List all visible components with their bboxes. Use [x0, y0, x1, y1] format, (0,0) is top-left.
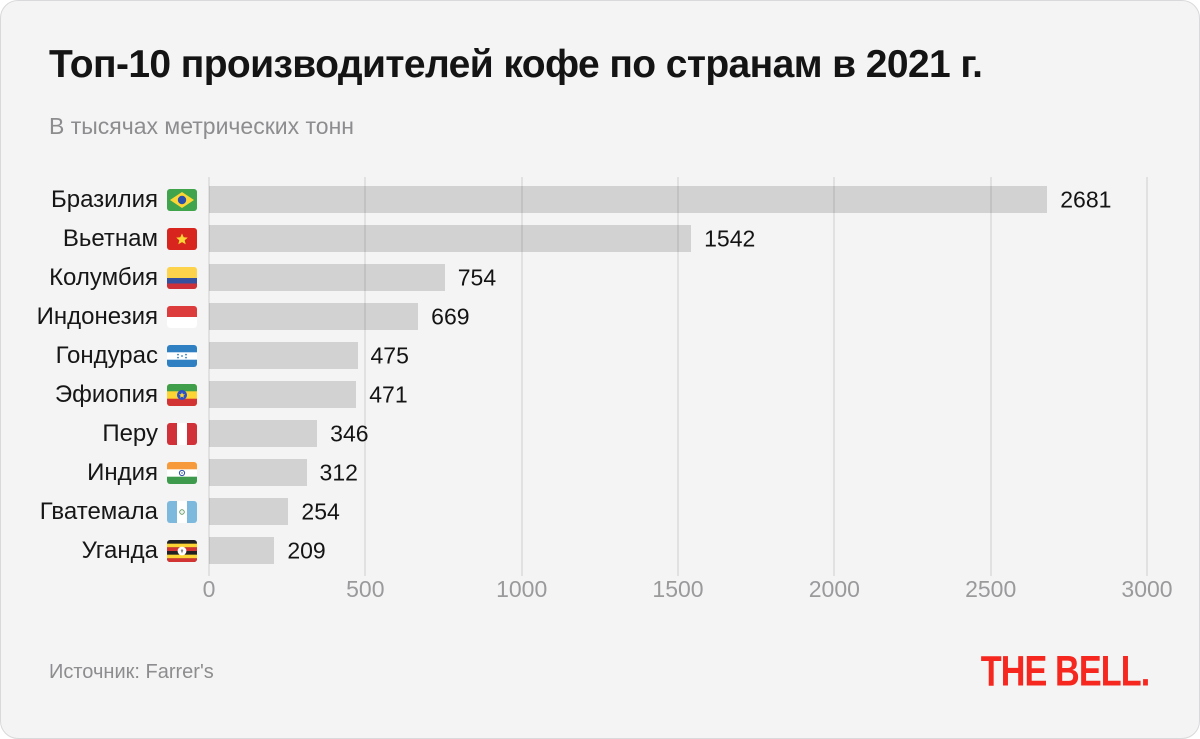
- x-axis-tick-label: 1000: [496, 576, 548, 602]
- chart-row: Вьетнам 1542: [49, 219, 1147, 258]
- bar: [209, 537, 275, 564]
- colombia-flag-icon: [167, 266, 197, 289]
- bar-track: 669: [209, 303, 1147, 330]
- bar-track: 209: [209, 537, 1147, 564]
- country-name: Уганда: [81, 536, 158, 564]
- country-label: Перу: [49, 420, 197, 448]
- footer: Источник: Farrer's THE BELL.: [49, 648, 1150, 696]
- bar: [209, 225, 692, 252]
- bar-track: 2681: [209, 186, 1147, 213]
- chart-row: Индия 312: [49, 453, 1147, 492]
- country-name: Вьетнам: [62, 224, 158, 252]
- country-name: Индия: [87, 458, 158, 486]
- source-label: Источник: Farrer's: [49, 661, 214, 683]
- bar-value-label: 2681: [1060, 186, 1112, 212]
- chart-rows: Бразилия 2681 Вьетнам 1542 Колумбия 754 Индоне…: [37, 180, 1147, 570]
- bar: [209, 381, 357, 408]
- bar-value-label: 754: [457, 264, 497, 290]
- x-axis: 0 500 1000 1500 2000 2500 3000: [203, 576, 1173, 604]
- country-label: Эфиопия: [49, 381, 197, 409]
- chart-title: Топ-10 производителей кофе по странам в …: [49, 43, 983, 86]
- x-axis-tick-label: 500: [346, 576, 385, 602]
- ethiopia-flag-icon: [167, 383, 197, 406]
- chart-row: Гватемала 254: [40, 492, 1147, 531]
- the-bell-logo: THE BELL.: [980, 648, 1149, 696]
- x-axis-tick-label: 3000: [1121, 576, 1173, 602]
- bar-value-label: 254: [301, 498, 340, 524]
- chart-row: Перу 346: [49, 414, 1147, 453]
- bar-value-label: 346: [330, 420, 369, 446]
- country-name: Индонезия: [36, 302, 158, 330]
- bar: [209, 303, 419, 330]
- chart-row: Бразилия 2681: [49, 180, 1147, 219]
- x-axis-tick-label: 2500: [965, 576, 1017, 602]
- country-label: Индонезия: [37, 303, 197, 331]
- bar-track: 1542: [209, 225, 1147, 252]
- bar-chart: Бразилия 2681 Вьетнам 1542 Колумбия 754 Индоне…: [37, 177, 1148, 576]
- vietnam-flag-icon: [167, 227, 197, 250]
- bar-value-label: 669: [431, 303, 470, 329]
- country-label: Индия: [49, 459, 197, 487]
- bar-value-label: 1542: [704, 225, 756, 251]
- chart-row: Колумбия 754: [49, 258, 1147, 297]
- india-flag-icon: [167, 461, 197, 484]
- chart-row: Индонезия 669: [37, 297, 1147, 336]
- country-label: Гондурас: [49, 342, 197, 370]
- bar: [209, 420, 318, 447]
- bar: [209, 264, 445, 291]
- bar: [209, 186, 1048, 213]
- country-label: Колумбия: [49, 264, 197, 292]
- bar-track: 312: [209, 459, 1147, 486]
- guatemala-flag-icon: [167, 500, 197, 523]
- country-name: Эфиопия: [54, 380, 158, 408]
- x-axis-tick-label: 2000: [808, 576, 860, 602]
- bar-value-label: 312: [319, 459, 358, 485]
- bar-value-label: 209: [287, 537, 326, 563]
- bar-track: 471: [209, 381, 1147, 408]
- x-axis-tick-label: 0: [202, 576, 216, 602]
- country-label: Гватемала: [40, 498, 197, 526]
- x-axis-tick-label: 1500: [652, 576, 704, 602]
- chart-row: Эфиопия 471: [49, 375, 1147, 414]
- chart-subtitle: В тысячах метрических тонн: [49, 113, 354, 139]
- indonesia-flag-icon: [167, 305, 197, 328]
- country-label: Уганда: [49, 537, 197, 565]
- honduras-flag-icon: [167, 344, 197, 367]
- bar: [209, 459, 307, 486]
- chart-row: Уганда 209: [49, 531, 1147, 570]
- country-label: Бразилия: [49, 186, 197, 214]
- bar-track: 346: [209, 420, 1147, 447]
- bar-value-label: 475: [370, 342, 409, 368]
- country-name: Гватемала: [39, 497, 158, 525]
- uganda-flag-icon: [167, 539, 197, 562]
- country-name: Колумбия: [49, 263, 158, 291]
- bar-track: 254: [209, 498, 1147, 525]
- brazil-flag-icon: [167, 188, 197, 211]
- bar-track: 754: [209, 264, 1147, 291]
- bar-value-label: 471: [369, 381, 408, 407]
- peru-flag-icon: [167, 422, 197, 445]
- country-label: Вьетнам: [49, 225, 197, 253]
- country-name: Гондурас: [55, 341, 158, 369]
- bar-track: 475: [209, 342, 1147, 369]
- country-name: Бразилия: [51, 185, 158, 213]
- bar: [209, 342, 358, 369]
- country-name: Перу: [102, 419, 158, 447]
- bar: [209, 498, 289, 525]
- chart-row: Гондурас 475: [49, 336, 1147, 375]
